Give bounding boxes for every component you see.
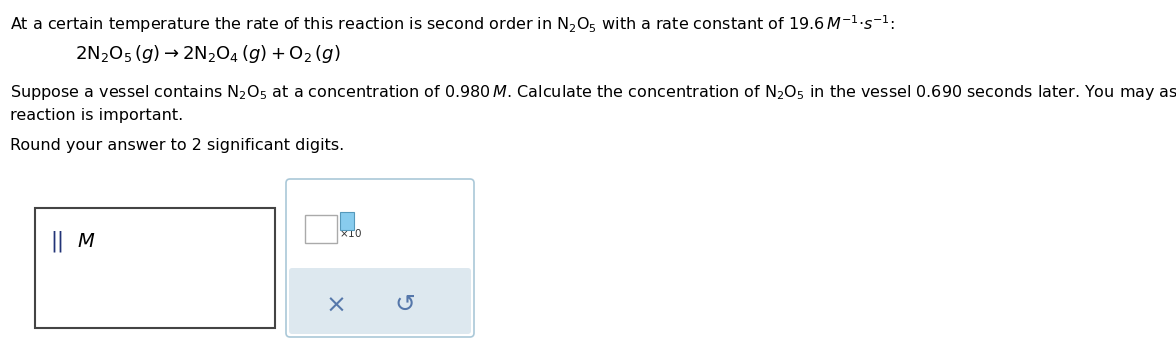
Text: reaction is important.: reaction is important. [11,108,183,123]
FancyBboxPatch shape [286,179,474,337]
Text: ↺: ↺ [394,293,415,317]
FancyBboxPatch shape [289,268,472,334]
Text: $\quad\quad 2\mathrm{N_2O_5}\,(g) \rightarrow 2\mathrm{N_2O_4}\,(g) + \mathrm{O_: $\quad\quad 2\mathrm{N_2O_5}\,(g) \right… [40,43,341,65]
Bar [305,215,338,243]
Bar [340,212,354,230]
Text: $\mathit{M}$: $\mathit{M}$ [76,232,95,251]
Bar [35,208,275,328]
Text: Round your answer to 2 significant digits.: Round your answer to 2 significant digit… [11,138,345,153]
Text: At a certain temperature the rate of this reaction is second order in $\mathrm{N: At a certain temperature the rate of thi… [11,13,895,35]
Text: $\times10$: $\times10$ [339,227,362,239]
Text: Suppose a vessel contains $\mathrm{N_2O_5}$ at a concentration of $0.980\,M$. Ca: Suppose a vessel contains $\mathrm{N_2O_… [11,83,1176,102]
Text: $\times$: $\times$ [326,293,345,317]
Text: ||: || [51,231,64,252]
